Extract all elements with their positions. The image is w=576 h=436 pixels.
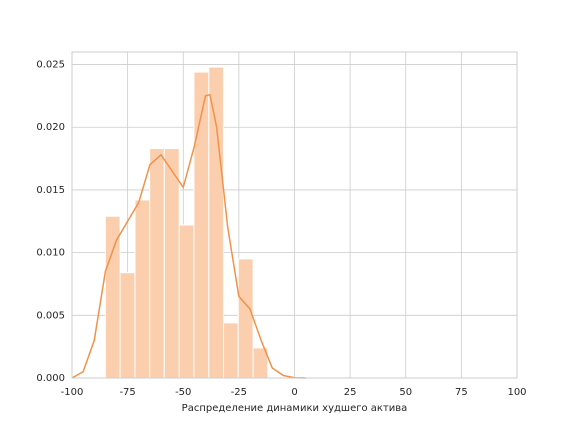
histogram-bar <box>208 66 225 379</box>
histogram-bar <box>193 71 210 379</box>
y-tick-label: 0.020 <box>36 122 65 133</box>
plot-frame <box>71 51 518 379</box>
x-tick-label: 0 <box>291 387 297 398</box>
histogram-bar <box>223 322 239 379</box>
x-tick-label: -25 <box>231 387 247 398</box>
y-tick-label: 0.005 <box>36 310 65 321</box>
histogram-bar <box>237 258 254 379</box>
x-tick-label: -100 <box>61 387 84 398</box>
histogram-bar <box>104 215 121 379</box>
histogram-bar <box>134 199 151 379</box>
x-tick-label: 50 <box>399 387 412 398</box>
x-tick-label: -50 <box>175 387 191 398</box>
x-axis-label: Распределение динамики худшего актива <box>182 403 408 414</box>
y-tick-label: 0.010 <box>36 248 65 259</box>
kde-line <box>71 93 306 379</box>
histogram-bar <box>178 224 195 379</box>
y-tick-label: 0.015 <box>36 185 65 196</box>
x-tick-label: 25 <box>344 387 357 398</box>
x-tick-label: -75 <box>119 387 135 398</box>
histogram-bar <box>119 272 136 379</box>
x-tick-label: 100 <box>507 387 526 398</box>
y-tick-label: 0.000 <box>36 373 65 384</box>
x-tick-label: 75 <box>455 387 468 398</box>
histogram-bar <box>149 148 165 379</box>
y-tick-label: 0.025 <box>36 60 65 71</box>
histogram-bar <box>163 148 180 379</box>
